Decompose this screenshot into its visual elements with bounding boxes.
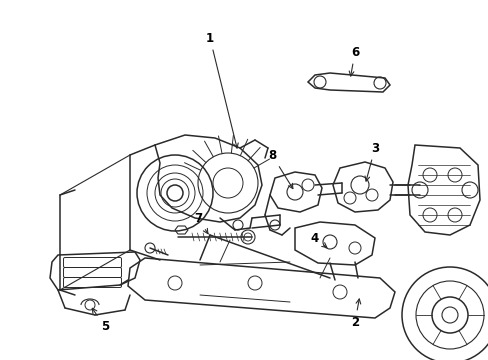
Text: 7: 7	[194, 212, 207, 234]
Text: 1: 1	[205, 32, 238, 148]
Text: 2: 2	[350, 299, 360, 328]
Text: 8: 8	[267, 149, 292, 189]
Text: 4: 4	[310, 231, 326, 247]
Text: 3: 3	[364, 141, 378, 181]
Text: 6: 6	[348, 45, 358, 76]
Text: 5: 5	[92, 308, 109, 333]
